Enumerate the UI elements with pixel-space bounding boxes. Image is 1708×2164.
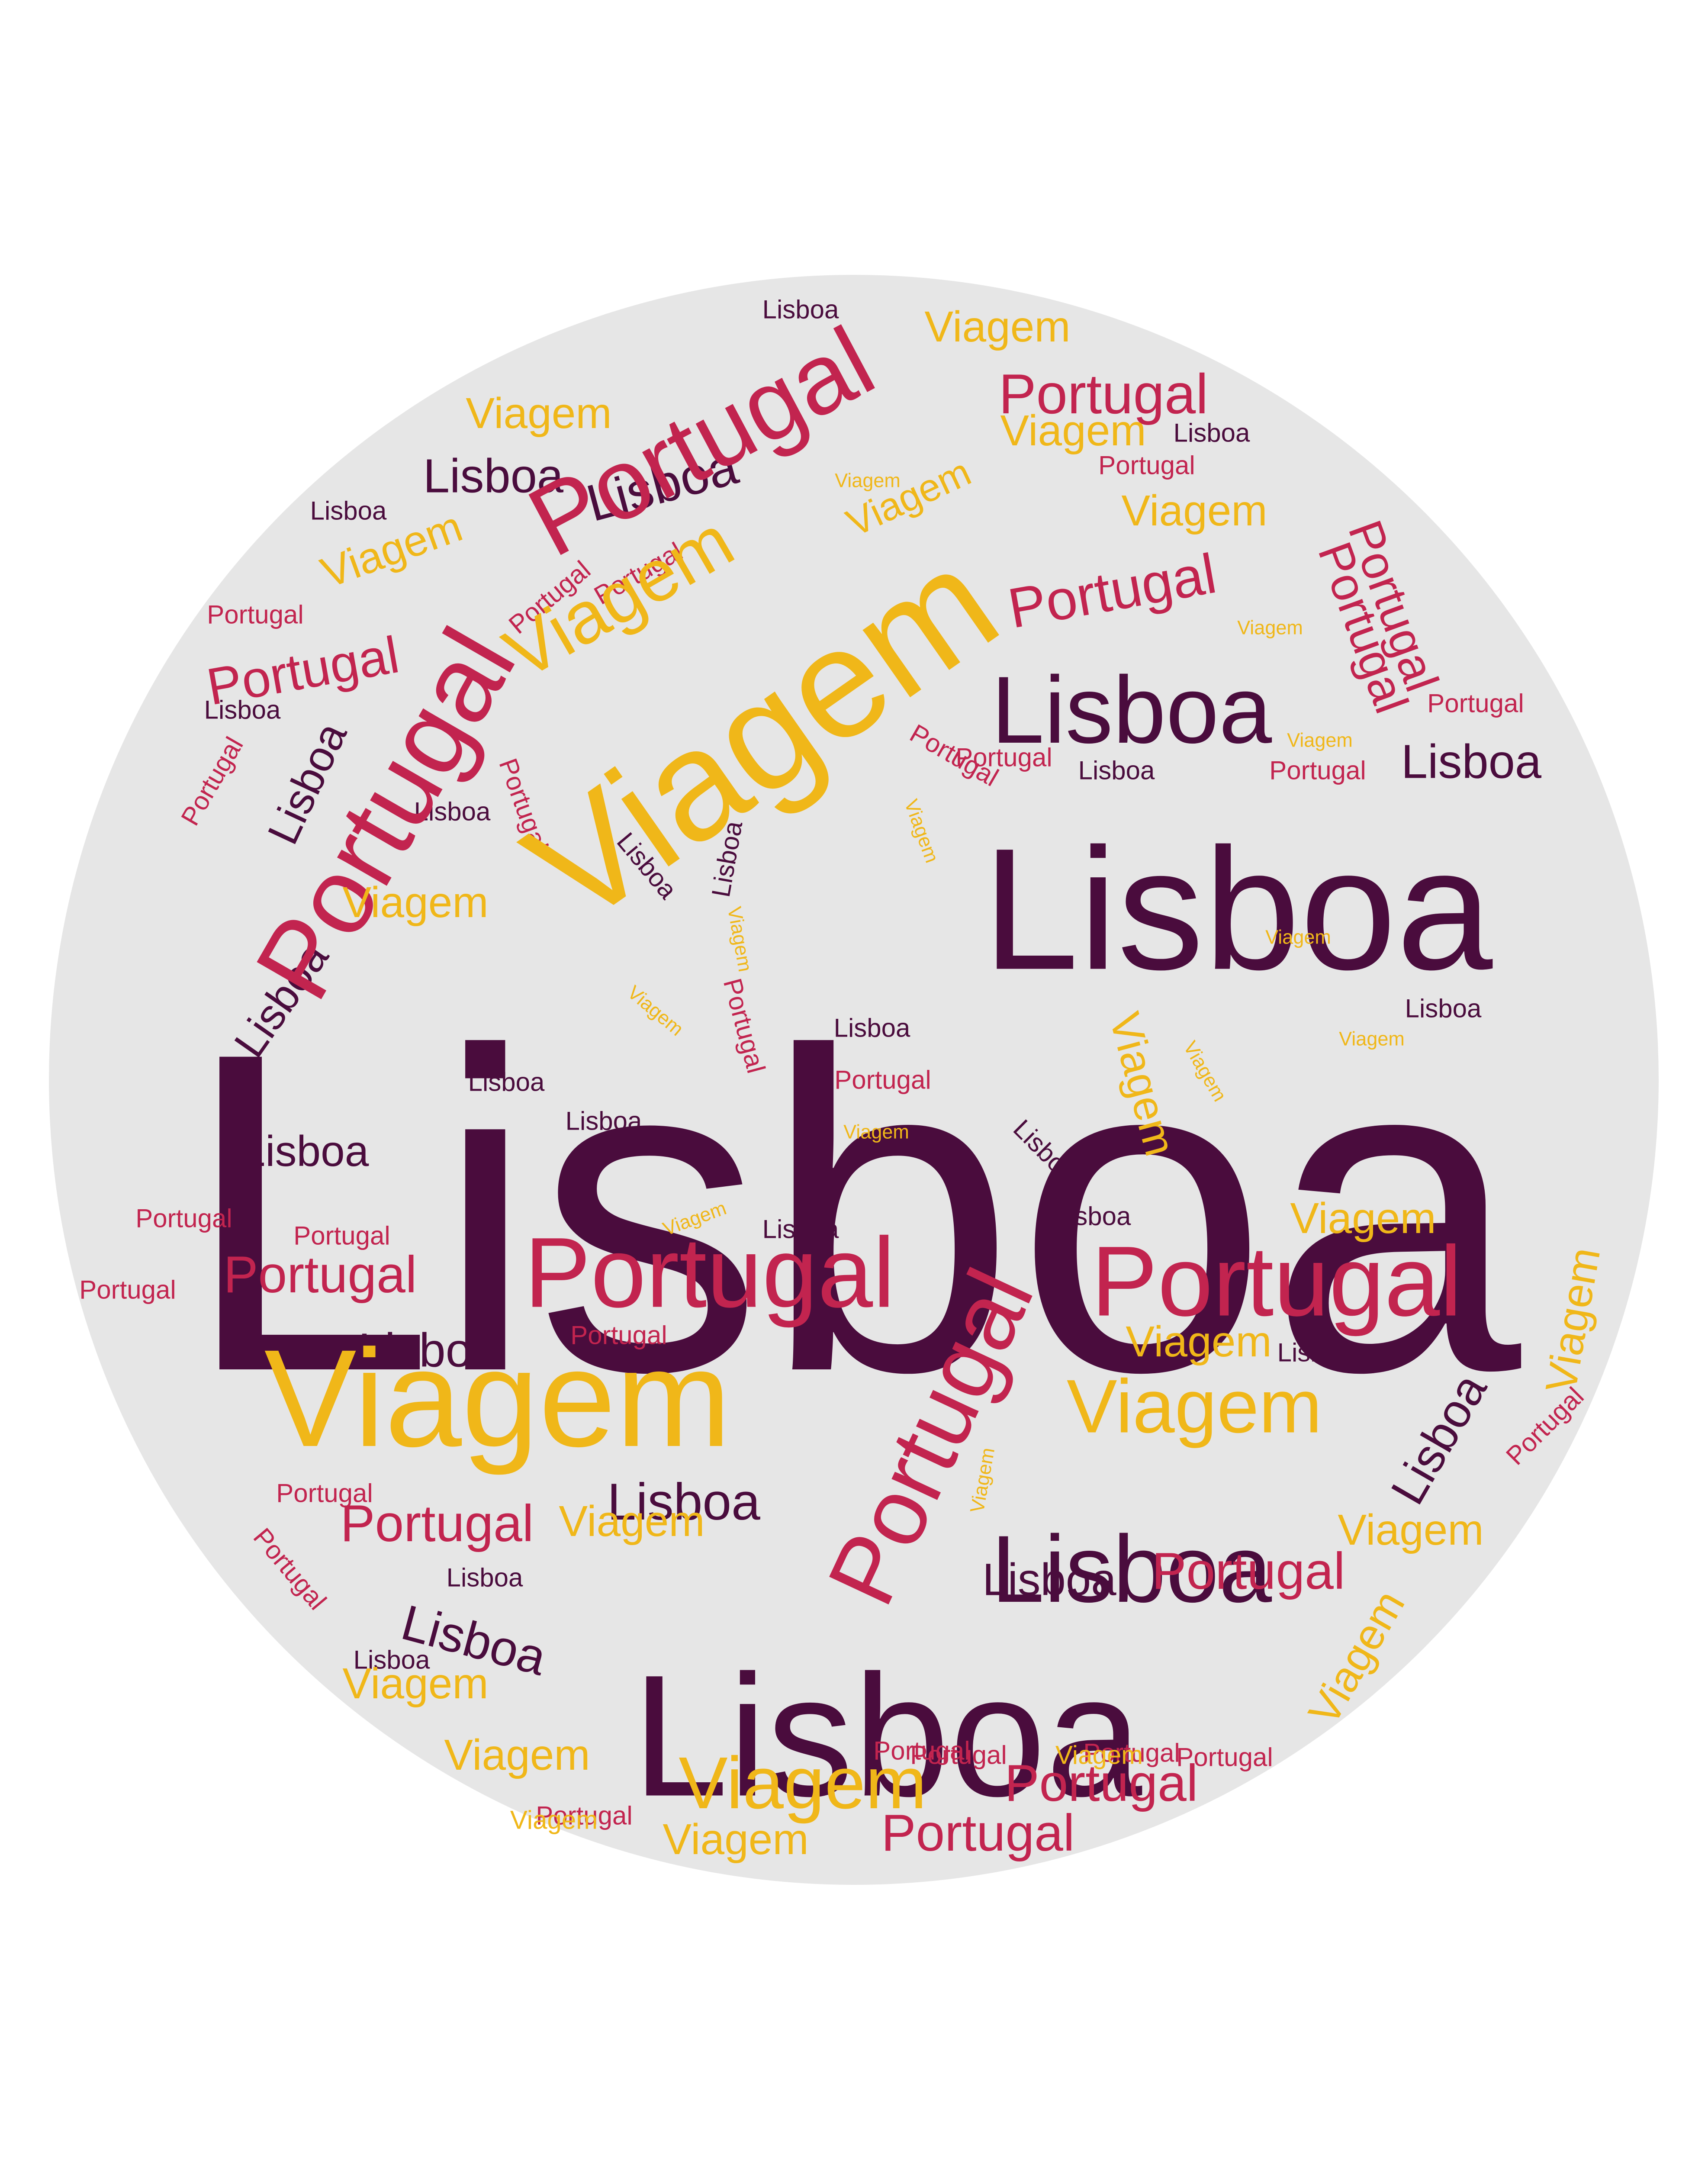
word-lisboa-9: Lisboa (358, 1324, 499, 1377)
word-viagem-98: Viagem (835, 470, 901, 492)
word-lisboa-17: Lisboa (762, 295, 839, 324)
word-lisboa-12: Lisboa (982, 1555, 1116, 1605)
word-viagem-100: Viagem (1287, 729, 1353, 751)
word-lisboa-26: Lisboa (762, 1215, 839, 1244)
word-viagem-75: Viagem (1055, 1741, 1143, 1770)
word-lisboa-3: Lisboa (632, 1639, 1143, 1832)
word-lisboa-33: Lisboa (447, 1563, 523, 1592)
word-viagem-87: Viagem (342, 878, 488, 927)
word-lisboa-2: Lisboa (983, 812, 1494, 1006)
word-group: LisboaLisboaLisboaLisboaLisboaLisboaLisb… (79, 295, 1609, 1864)
word-portugal-62: Portugal (135, 1204, 232, 1233)
word-viagem-91: Viagem (559, 1497, 704, 1546)
word-viagem-80: Viagem (679, 1742, 926, 1824)
word-lisboa-25: Lisboa (468, 1068, 545, 1097)
word-portugal-65: Portugal (570, 1321, 667, 1350)
word-portugal-70: Portugal (1083, 1739, 1180, 1768)
word-lisboa-10: Lisboa (241, 1127, 369, 1175)
word-portugal-72: Portugal (910, 1741, 1007, 1770)
word-lisboa-28: Lisboa (1078, 756, 1155, 785)
word-viagem-84: Viagem (1000, 406, 1146, 455)
word-lisboa-1: Lisboa (182, 958, 1524, 1466)
word-portugal-52: Portugal (1427, 689, 1524, 718)
word-viagem-93: Viagem (342, 1659, 488, 1708)
background-circle (49, 275, 1659, 1885)
word-lisboa-27: Lisboa (1405, 994, 1482, 1023)
word-viagem-77: Viagem (264, 1320, 731, 1476)
word-lisboa-20: Lisboa (414, 797, 491, 826)
word-portugal-60: Portugal (834, 1066, 931, 1095)
word-portugal-71: Portugal (1176, 1743, 1273, 1772)
word-portugal-51: Portugal (955, 743, 1052, 772)
word-lisboa-8: Lisboa (607, 1473, 760, 1531)
word-portugal-48: Portugal (1005, 1754, 1198, 1812)
word-lisboa-23: Lisboa (834, 1014, 910, 1043)
word-lisboa-4: Lisboa (991, 657, 1272, 763)
word-lisboa-13: Lisboa (1401, 735, 1542, 789)
word-viagem-82: Viagem (924, 303, 1070, 351)
word-portugal-69: Portugal (536, 1801, 632, 1830)
word-viagem-107: Viagem (843, 1121, 909, 1143)
word-lisboa-29: Lisboa (1174, 419, 1250, 448)
word-viagem-103: Viagem (1265, 926, 1331, 948)
word-lisboa-34: Lisboa (354, 1646, 430, 1675)
word-portugal-46: Portugal (341, 1494, 534, 1552)
word-lisboa-32: Lisboa (1277, 1338, 1354, 1367)
word-viagem-99: Viagem (1237, 617, 1303, 639)
word-viagem-85: Viagem (1121, 486, 1267, 535)
word-viagem-88: Viagem (1290, 1194, 1436, 1243)
word-lisboa-31: Lisboa (1055, 1202, 1131, 1231)
word-portugal-45: Portugal (224, 1246, 417, 1304)
word-viagem-104: Viagem (1339, 1028, 1405, 1050)
word-lisboa-5: Lisboa (991, 1516, 1272, 1622)
word-portugal-47: Portugal (1152, 1542, 1345, 1600)
word-portugal-66: Portugal (276, 1479, 373, 1508)
word-viagem-95: Viagem (663, 1815, 808, 1864)
word-portugal-50: Portugal (1098, 451, 1195, 480)
word-lisboa-18: Lisboa (310, 496, 387, 525)
word-portugal-38: Portugal (1091, 1226, 1462, 1337)
word-lisboa-24: Lisboa (566, 1107, 642, 1136)
word-viagem-74: Viagem (510, 1806, 598, 1835)
word-portugal-49: Portugal (881, 1804, 1075, 1862)
word-viagem-90: Viagem (1338, 1506, 1483, 1554)
word-viagem-94: Viagem (444, 1731, 590, 1779)
word-viagem-83: Viagem (466, 389, 611, 438)
word-viagem-89: Viagem (1126, 1317, 1271, 1366)
word-portugal-40: Portugal (999, 362, 1208, 425)
word-portugal-55: Portugal (207, 600, 303, 629)
word-lisboa-19: Lisboa (204, 696, 281, 725)
word-portugal-63: Portugal (79, 1275, 176, 1304)
word-portugal-37: Portugal (524, 1217, 895, 1328)
word-lisboa-7: Lisboa (423, 450, 564, 503)
word-portugal-73: Portugal (873, 1736, 970, 1765)
word-portugal-53: Portugal (1269, 756, 1366, 785)
word-portugal-64: Portugal (293, 1221, 390, 1250)
word-viagem-79: Viagem (1067, 1365, 1322, 1449)
